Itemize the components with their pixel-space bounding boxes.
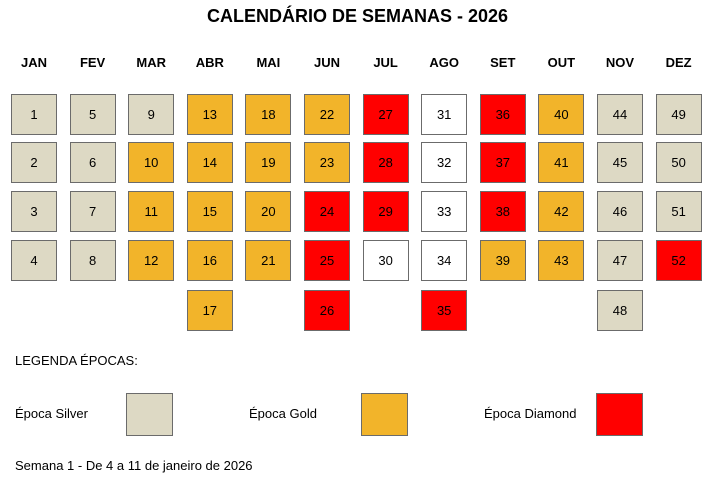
month-label: ABR	[195, 55, 224, 70]
week-cell: 15	[186, 191, 233, 232]
week-cell: 45	[597, 142, 643, 183]
legend-title: LEGENDA ÉPOCAS:	[15, 353, 138, 368]
week-cell: 48	[597, 290, 643, 331]
week-cell: 30	[362, 240, 409, 281]
month-label: AGO	[429, 55, 459, 70]
week-cell: 32	[421, 142, 468, 183]
week-cell: 20	[245, 191, 292, 232]
week-cell: 1	[11, 94, 57, 135]
week-cell: 50	[655, 142, 702, 183]
month-label: DEZ	[665, 55, 692, 70]
legend-swatch	[361, 393, 408, 436]
week-cell: 41	[538, 142, 585, 183]
week-cell: 44	[597, 94, 643, 135]
week-cell: 25	[304, 240, 350, 281]
legend-label: Época Silver	[15, 406, 88, 421]
week-cell: 51	[655, 191, 702, 232]
month-label: OUT	[547, 55, 576, 70]
week-cell: 27	[362, 94, 409, 135]
week-cell: 29	[362, 191, 409, 232]
week-cell: 11	[128, 191, 175, 232]
month-label: MAI	[256, 55, 281, 70]
week-cell: 4	[11, 240, 57, 281]
week-cell: 5	[69, 94, 116, 135]
month-label: JUN	[313, 55, 340, 70]
week-cell: 42	[538, 191, 585, 232]
week-cell: 38	[479, 191, 526, 232]
week-cell: 52	[655, 240, 702, 281]
week-cell: 19	[245, 142, 292, 183]
week-cell: 6	[69, 142, 116, 183]
week-cell: 22	[304, 94, 350, 135]
week-cell: 17	[186, 290, 233, 331]
week-cell: 43	[538, 240, 585, 281]
month-label: MAR	[136, 55, 166, 70]
week-cell: 13	[186, 94, 233, 135]
legend-label: Época Gold	[249, 406, 317, 421]
week-cell: 28	[362, 142, 409, 183]
week-cell: 23	[304, 142, 350, 183]
month-label: FEV	[79, 55, 106, 70]
month-label: SET	[490, 55, 516, 70]
week-cell: 35	[421, 290, 468, 331]
footnote: Semana 1 - De 4 a 11 de janeiro de 2026	[15, 458, 253, 473]
week-cell: 36	[479, 94, 526, 135]
week-cell: 12	[128, 240, 175, 281]
week-cell: 24	[304, 191, 350, 232]
week-cell: 33	[421, 191, 468, 232]
week-cell: 3	[11, 191, 57, 232]
week-cell: 16	[186, 240, 233, 281]
week-cell: 47	[597, 240, 643, 281]
week-cell: 2	[11, 142, 57, 183]
week-cell: 21	[245, 240, 292, 281]
week-cell: 49	[655, 94, 702, 135]
week-cell: 10	[128, 142, 175, 183]
week-cell: 14	[186, 142, 233, 183]
week-cell: 9	[128, 94, 175, 135]
week-cell: 39	[479, 240, 526, 281]
week-cell: 18	[245, 94, 292, 135]
week-cell: 46	[597, 191, 643, 232]
legend-label: Época Diamond	[484, 406, 577, 421]
week-cell: 37	[479, 142, 526, 183]
month-label: JAN	[20, 55, 47, 70]
week-cell: 34	[421, 240, 468, 281]
month-label: NOV	[605, 55, 635, 70]
week-cell: 40	[538, 94, 585, 135]
month-label: JUL	[373, 55, 398, 70]
week-cell: 7	[69, 191, 116, 232]
week-cell: 26	[304, 290, 350, 331]
week-cell: 8	[69, 240, 116, 281]
week-cell: 31	[421, 94, 468, 135]
legend-swatch	[596, 393, 643, 436]
title: CALENDÁRIO DE SEMANAS - 2026	[206, 6, 509, 26]
legend-swatch	[126, 393, 173, 436]
